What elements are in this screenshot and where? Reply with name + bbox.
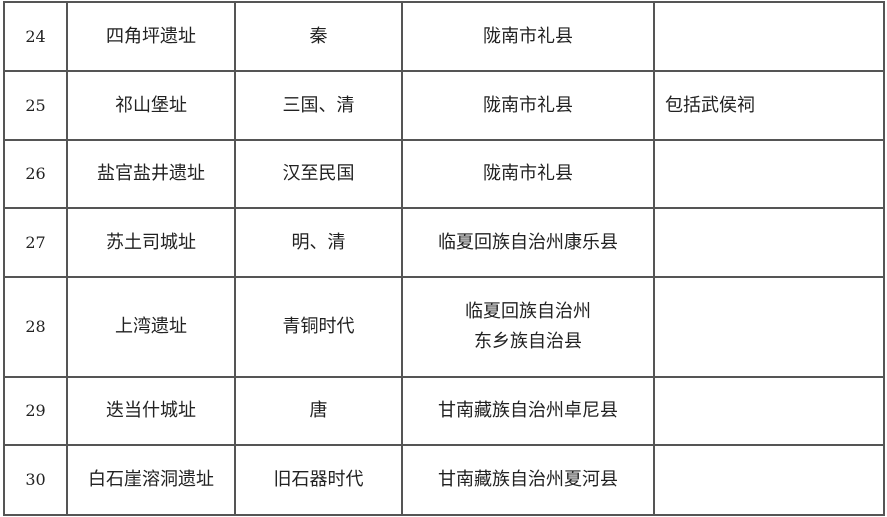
row-number: 24 bbox=[25, 26, 46, 46]
row-number: 26 bbox=[25, 164, 46, 183]
note-cell: 包括武侯祠 bbox=[653, 70, 885, 141]
note-cell bbox=[653, 139, 885, 209]
row-number-cell: 25 bbox=[3, 70, 68, 141]
era-cell: 明、清 bbox=[234, 207, 403, 278]
row-number: 29 bbox=[25, 401, 46, 420]
era-cell: 青铜时代 bbox=[234, 276, 403, 378]
era: 明、清 bbox=[291, 231, 346, 253]
era: 汉至民国 bbox=[282, 163, 355, 184]
location-line: 甘南藏族自治州卓尼县 bbox=[438, 400, 618, 421]
era: 三国、清 bbox=[282, 94, 355, 116]
table-row: 29 迭当什城址 唐 甘南藏族自治州卓尼县 bbox=[3, 376, 885, 446]
location-cell: 陇南市礼县 bbox=[401, 1, 655, 72]
row-number-cell: 30 bbox=[3, 444, 68, 516]
site-name-cell: 上湾遗址 bbox=[66, 276, 236, 378]
site-name: 盐官盐井遗址 bbox=[97, 163, 205, 184]
site-name-cell: 苏土司城址 bbox=[66, 207, 236, 278]
table-row: 27 苏土司城址 明、清 临夏回族自治州康乐县 bbox=[3, 207, 885, 278]
location-cell: 甘南藏族自治州夏河县 bbox=[401, 444, 655, 516]
location-cell: 临夏回族自治州康乐县 bbox=[401, 207, 655, 278]
era-cell: 唐 bbox=[234, 376, 403, 446]
row-number-cell: 28 bbox=[3, 276, 68, 378]
row-number-cell: 29 bbox=[3, 376, 68, 446]
era: 旧石器时代 bbox=[273, 469, 364, 490]
location-line: 东乡族自治县 bbox=[474, 331, 582, 352]
site-name: 四角坪遗址 bbox=[106, 25, 196, 47]
note-cell bbox=[653, 1, 885, 72]
site-name: 祁山堡址 bbox=[115, 94, 187, 116]
site-name-cell: 祁山堡址 bbox=[66, 70, 236, 141]
era-cell: 三国、清 bbox=[234, 70, 403, 141]
location-line: 甘南藏族自治州夏河县 bbox=[438, 469, 618, 490]
site-name: 上湾遗址 bbox=[115, 316, 187, 337]
location-line: 临夏回族自治州 bbox=[465, 301, 591, 322]
row-number: 28 bbox=[25, 317, 46, 336]
site-name: 白石崖溶洞遗址 bbox=[88, 469, 214, 490]
location-line: 临夏回族自治州康乐县 bbox=[438, 231, 618, 253]
note-cell bbox=[653, 444, 885, 516]
row-number-cell: 24 bbox=[3, 1, 68, 72]
era-cell: 秦 bbox=[234, 1, 403, 72]
note-cell bbox=[653, 276, 885, 378]
row-number: 25 bbox=[25, 95, 46, 115]
location-line: 陇南市礼县 bbox=[483, 163, 573, 184]
location-cell: 陇南市礼县 bbox=[401, 70, 655, 141]
site-name-cell: 四角坪遗址 bbox=[66, 1, 236, 72]
row-number-cell: 27 bbox=[3, 207, 68, 278]
era-cell: 旧石器时代 bbox=[234, 444, 403, 516]
era-cell: 汉至民国 bbox=[234, 139, 403, 209]
location-line: 陇南市礼县 bbox=[483, 25, 573, 47]
note: 包括武侯祠 bbox=[665, 94, 755, 116]
table-row: 24 四角坪遗址 秦 陇南市礼县 bbox=[3, 1, 885, 72]
site-name-cell: 盐官盐井遗址 bbox=[66, 139, 236, 209]
heritage-sites-table: 24 四角坪遗址秦陇南市礼县 25 祁山堡址 三国、清 陇南市礼县 包括武侯祠 26 盐官盐井遗… bbox=[3, 1, 885, 516]
note-cell bbox=[653, 376, 885, 446]
era: 唐 bbox=[309, 400, 328, 421]
row-number-cell: 26 bbox=[3, 139, 68, 209]
note-cell bbox=[653, 207, 885, 278]
row-number: 30 bbox=[25, 470, 46, 489]
site-name-cell: 迭当什城址 bbox=[66, 376, 236, 446]
site-name: 苏土司城址 bbox=[106, 231, 196, 253]
site-name: 迭当什城址 bbox=[106, 400, 196, 421]
era: 青铜时代 bbox=[282, 316, 355, 337]
location-cell: 甘南藏族自治州卓尼县 bbox=[401, 376, 655, 446]
table-row: 25 祁山堡址 三国、清 陇南市礼县 包括武侯祠 bbox=[3, 70, 885, 141]
site-name-cell: 白石崖溶洞遗址 bbox=[66, 444, 236, 516]
row-number: 27 bbox=[25, 232, 46, 252]
location-cell: 临夏回族自治州 东乡族自治县 bbox=[401, 276, 655, 378]
table-row: 26 盐官盐井遗址 汉至民国 陇南市礼县 bbox=[3, 139, 885, 209]
location-line: 陇南市礼县 bbox=[483, 94, 573, 116]
era: 秦 bbox=[309, 25, 328, 47]
table-row: 30 白石崖溶洞遗址 旧石器时代 甘南藏族自治州夏河县 bbox=[3, 444, 885, 516]
location-cell: 陇南市礼县 bbox=[401, 139, 655, 209]
table-row: 28 上湾遗址 青铜时代 临夏回族自治州 东乡族自治县 bbox=[3, 276, 885, 378]
